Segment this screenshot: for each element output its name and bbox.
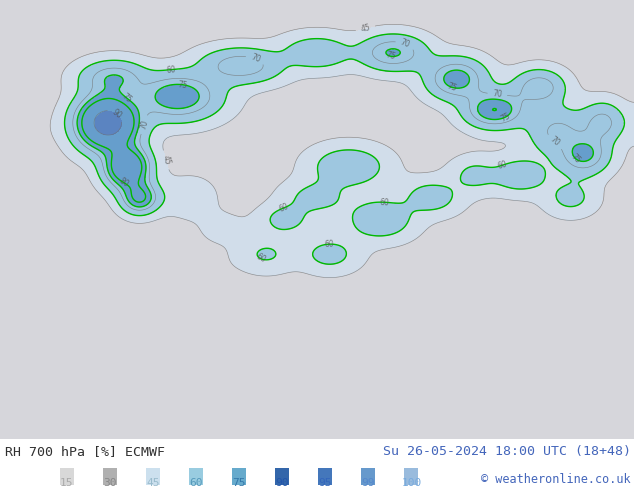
Text: 45: 45 bbox=[160, 154, 172, 166]
Text: 75: 75 bbox=[445, 81, 457, 93]
Text: 95: 95 bbox=[318, 478, 332, 488]
Text: 80: 80 bbox=[117, 176, 131, 189]
Bar bbox=[103, 468, 117, 485]
Text: 75: 75 bbox=[385, 50, 396, 62]
Bar bbox=[189, 468, 203, 485]
Text: 75: 75 bbox=[120, 91, 133, 104]
Text: 30: 30 bbox=[103, 478, 117, 488]
Text: 70: 70 bbox=[138, 119, 150, 130]
Text: 75: 75 bbox=[499, 111, 512, 123]
Text: 60: 60 bbox=[254, 252, 267, 265]
Text: 45: 45 bbox=[359, 23, 372, 34]
Text: 90: 90 bbox=[110, 107, 124, 120]
Bar bbox=[361, 468, 375, 485]
Text: 60: 60 bbox=[166, 65, 177, 74]
Text: 70: 70 bbox=[548, 135, 562, 148]
Text: RH 700 hPa [%] ECMWF: RH 700 hPa [%] ECMWF bbox=[5, 445, 165, 458]
Text: 75: 75 bbox=[569, 151, 582, 165]
Text: 70: 70 bbox=[399, 38, 411, 50]
Text: 60: 60 bbox=[278, 201, 290, 214]
Text: Su 26-05-2024 18:00 UTC (18+48): Su 26-05-2024 18:00 UTC (18+48) bbox=[383, 445, 631, 458]
Bar bbox=[232, 468, 246, 485]
Text: 45: 45 bbox=[146, 478, 160, 488]
Text: 70: 70 bbox=[249, 53, 262, 65]
Text: 15: 15 bbox=[60, 478, 74, 488]
Text: 99: 99 bbox=[361, 478, 375, 488]
Bar bbox=[404, 468, 418, 485]
Text: 70: 70 bbox=[492, 89, 503, 99]
Bar bbox=[146, 468, 160, 485]
Bar bbox=[318, 468, 332, 485]
Text: 75: 75 bbox=[178, 79, 188, 90]
Text: 75: 75 bbox=[232, 478, 246, 488]
Text: 60: 60 bbox=[380, 197, 390, 207]
Text: 60: 60 bbox=[496, 160, 508, 171]
Text: © weatheronline.co.uk: © weatheronline.co.uk bbox=[481, 473, 631, 486]
Bar bbox=[60, 468, 74, 485]
Text: 60: 60 bbox=[324, 240, 334, 249]
Bar bbox=[275, 468, 289, 485]
Text: 60: 60 bbox=[189, 478, 203, 488]
Text: 90: 90 bbox=[275, 478, 289, 488]
Text: 100: 100 bbox=[401, 478, 422, 488]
